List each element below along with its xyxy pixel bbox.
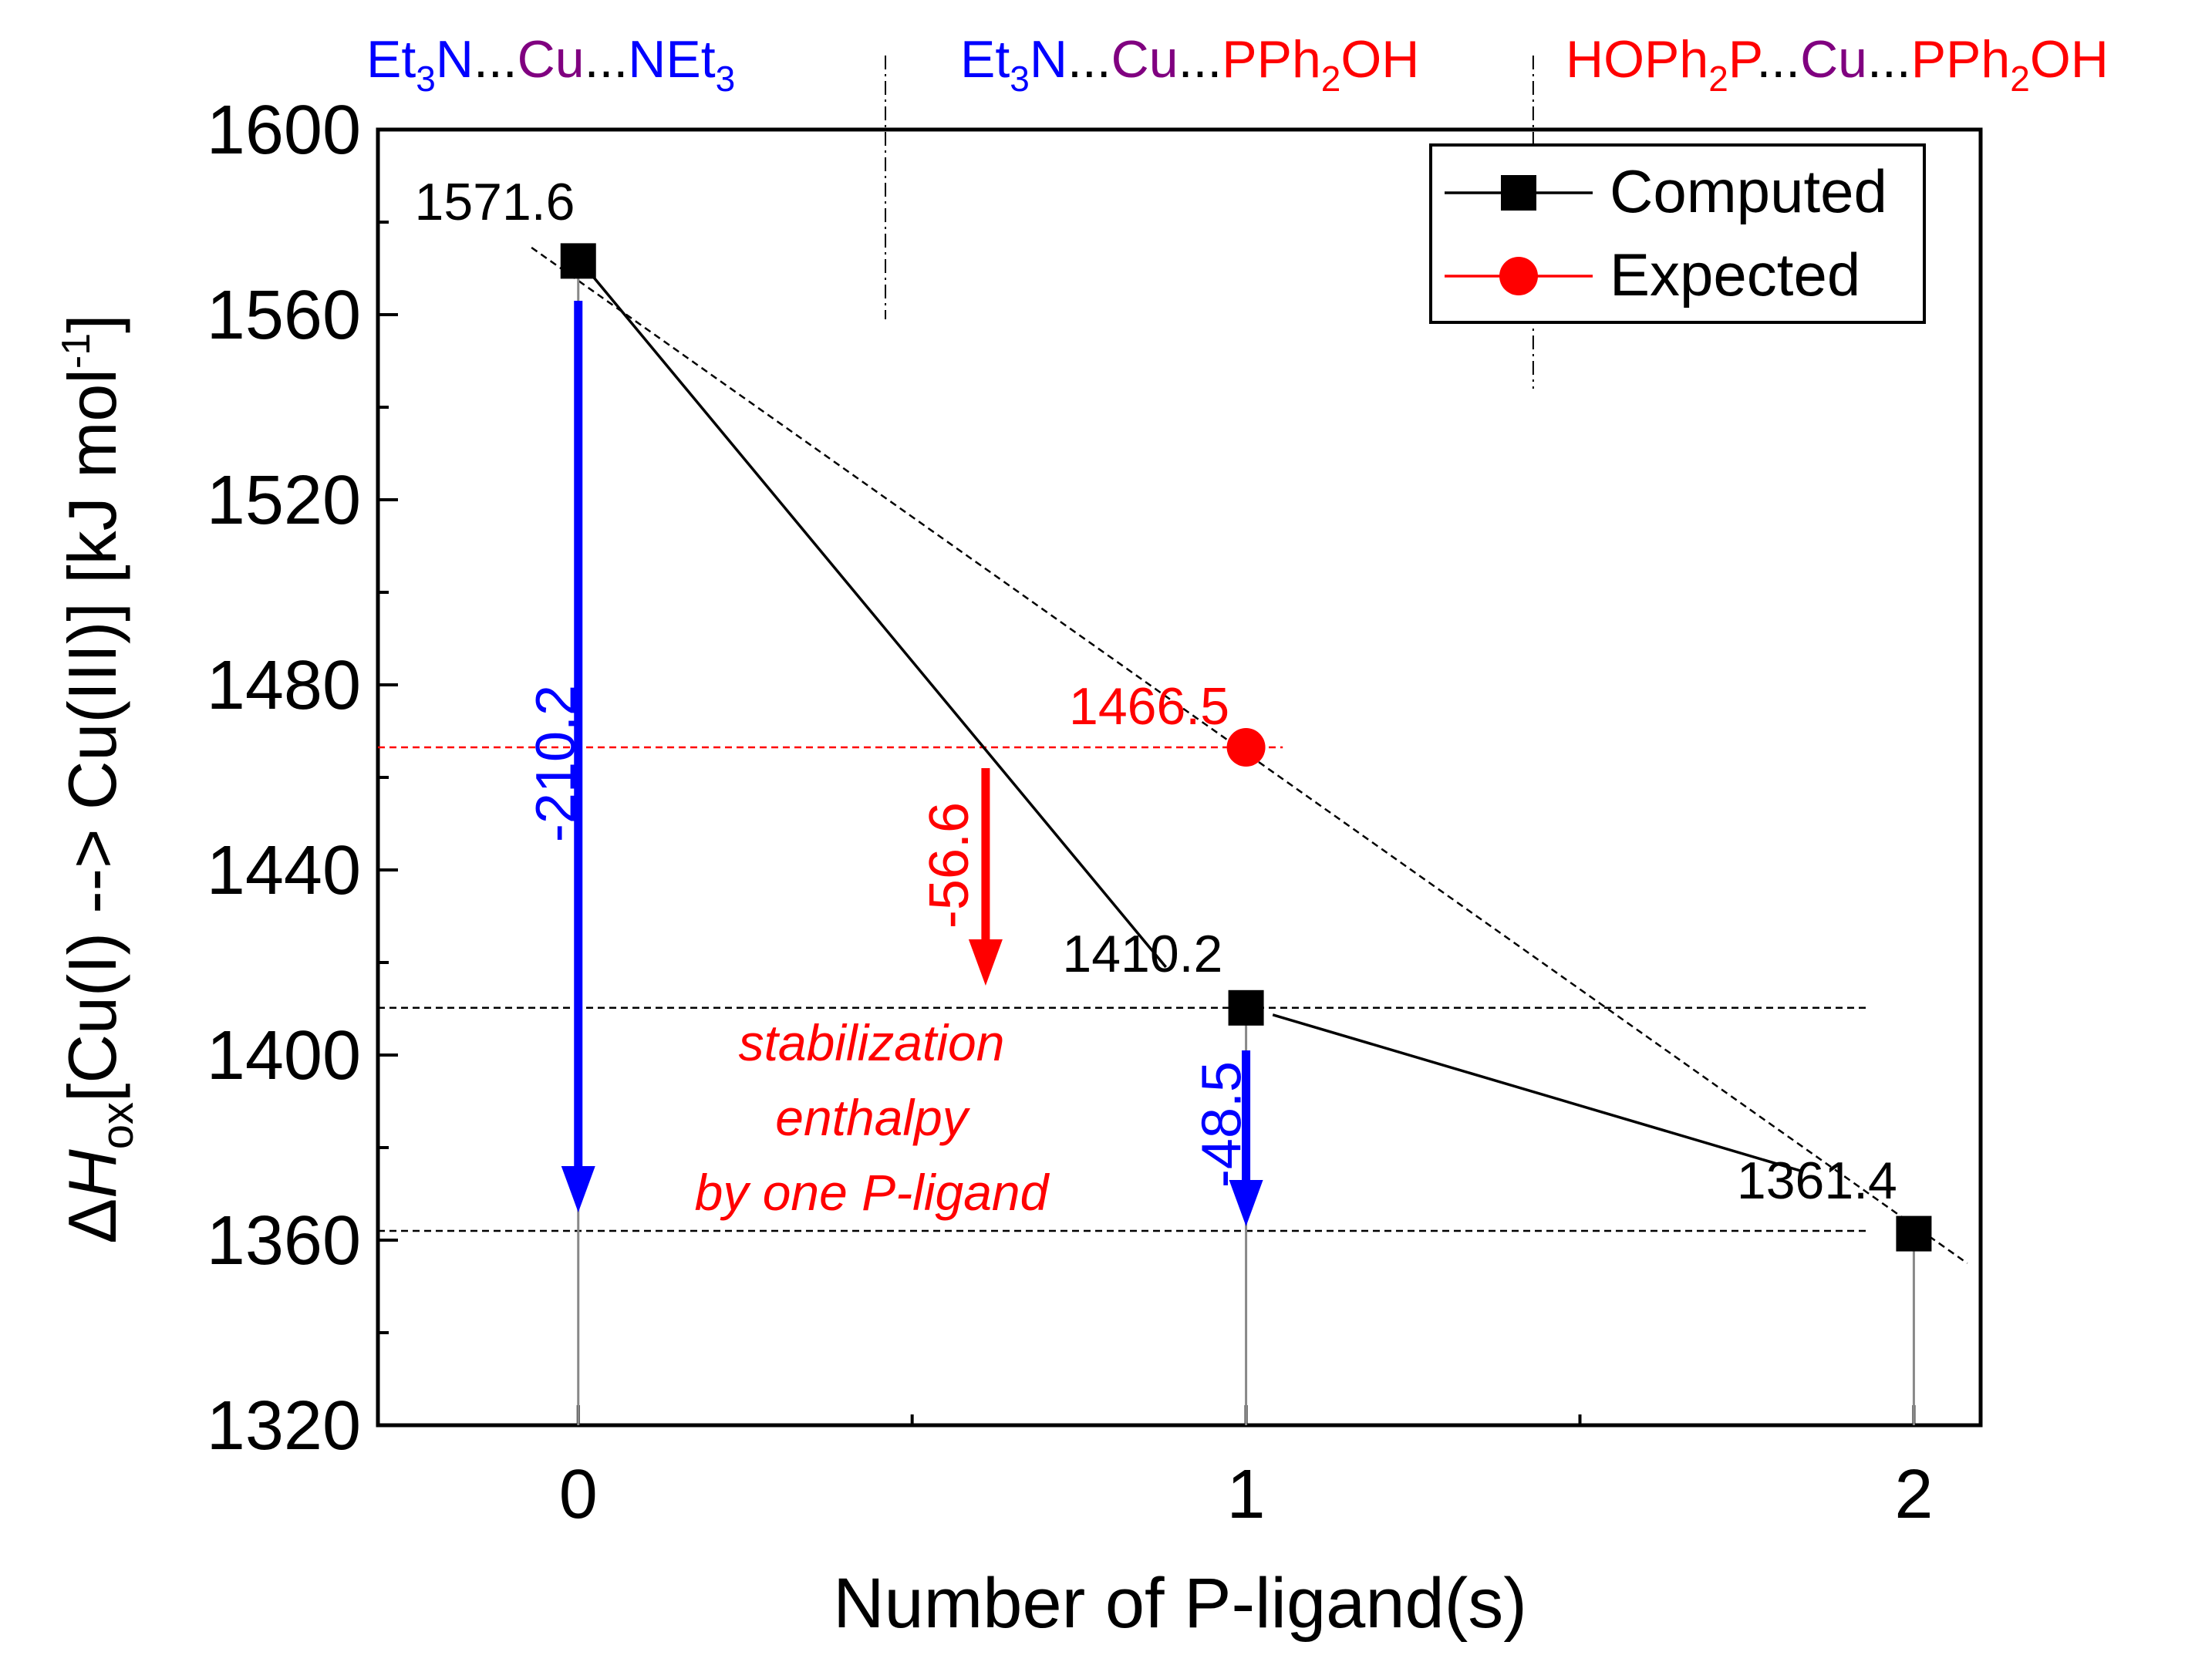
y-tick-label: 1520: [207, 462, 361, 539]
section-header-part: Cu: [1800, 30, 1867, 89]
x-axis-title: Number of P-ligand(s): [833, 1564, 1527, 1643]
axes: 1320 1360 1400 1440 1480 1520 1560 1600 0 1 2: [207, 92, 1983, 1533]
y-title-superscript: -1: [54, 333, 99, 369]
y-title-h: H: [54, 1149, 130, 1198]
section-header-part: OH: [1340, 30, 1419, 89]
data-series: [560, 243, 1932, 1425]
section-header-part: P: [1728, 30, 1761, 89]
y-tick-label: 1320: [207, 1387, 361, 1465]
computed-line-segment-2: [1272, 1013, 1801, 1172]
arrow-value-label-3: -48.5: [1192, 1061, 1253, 1188]
section-header-part: ...: [474, 30, 518, 89]
reference-lines: [378, 246, 1968, 1265]
data-labels: 1571.6 1410.2 1361.4 1466.5: [415, 173, 1897, 1210]
y-tick-label: 1560: [207, 277, 361, 354]
section-header-part: NEt: [628, 30, 715, 89]
arrow-head-1: [561, 1166, 595, 1212]
y-tick-label: 1600: [207, 92, 361, 169]
y-title-close: ]: [54, 314, 130, 332]
y-axis-title: ΔHox[Cu(I) --> Cu(III)] [kJ mol-1]: [54, 314, 143, 1243]
section-header-part: PPh: [1911, 30, 2011, 89]
section-header-part: 2: [1708, 59, 1728, 99]
section-header-part: ...: [1756, 30, 1800, 89]
arrows: -210.2 -56.6 -48.5: [525, 301, 1263, 1226]
computed-value-label: 1410.2: [1062, 925, 1222, 983]
x-tick-label: 1: [1227, 1456, 1266, 1533]
computed-value-label: 1361.4: [1737, 1151, 1897, 1210]
section-header-part: 3: [1010, 59, 1030, 99]
section-header-1: Et3N...Cu...NEt3: [366, 30, 735, 99]
section-header-part: ...: [1178, 30, 1222, 89]
section-header-part: ...: [585, 30, 629, 89]
section-header-part: Cu: [518, 30, 585, 89]
y-title-subscript: ox: [93, 1102, 143, 1149]
y-title-delta: Δ: [54, 1198, 130, 1244]
annotation-line: stabilization: [739, 1014, 1005, 1071]
legend-label-computed: Computed: [1610, 157, 1887, 225]
section-header-part: Et: [366, 30, 416, 89]
section-header-part: 3: [716, 59, 736, 99]
legend-marker-computed: [1501, 175, 1536, 211]
section-header-part: 2: [2010, 59, 2030, 99]
section-header-part: PPh: [1222, 30, 1321, 89]
annotation-line: enthalpy: [775, 1089, 971, 1146]
y-tick-label: 1440: [207, 832, 361, 909]
arrow-value-label-1: -210.2: [525, 685, 587, 842]
computed-value-label: 1571.6: [415, 173, 575, 231]
expected-point-marker: [1226, 728, 1266, 767]
arrow-head-2: [968, 939, 1003, 986]
arrow-head-3: [1229, 1180, 1263, 1226]
section-header-3: HOPh2P...Cu...PPh2OH: [1566, 30, 2109, 99]
computed-point-marker: [1896, 1215, 1932, 1252]
stabilization-annotation: stabilization enthalpy by one P-ligand: [695, 1014, 1050, 1221]
expected-value-label: 1466.5: [1069, 677, 1229, 736]
section-header-part: Et: [960, 30, 1010, 89]
section-headers: Et3N...Cu...NEt3 Et3N...Cu...PPh2OH HOPh2P…: [366, 30, 2109, 389]
section-header-part: HOPh: [1566, 30, 1708, 89]
y-tick-label: 1400: [207, 1017, 361, 1094]
annotation-line: by one P-ligand: [695, 1164, 1050, 1221]
section-header-part: N: [436, 30, 474, 89]
section-header-part: 2: [1321, 59, 1341, 99]
section-header-part: 3: [416, 59, 436, 99]
legend-marker-expected: [1499, 257, 1538, 295]
y-title-main: [Cu(I) --> Cu(III)] [kJ mol: [54, 369, 130, 1102]
computed-line-segment-1: [590, 274, 1168, 969]
x-tick-label: 2: [1894, 1456, 1933, 1533]
y-tick-label: 1360: [207, 1202, 361, 1279]
section-header-part: OH: [2030, 30, 2109, 89]
legend: Computed Expected: [1429, 143, 1926, 324]
legend-label-expected: Expected: [1610, 241, 1860, 308]
x-tick-label: 0: [559, 1456, 598, 1533]
section-header-part: Cu: [1111, 30, 1178, 89]
section-header-part: ...: [1067, 30, 1111, 89]
computed-point-marker: [1228, 989, 1264, 1026]
section-header-2: Et3N...Cu...PPh2OH: [960, 30, 1419, 99]
y-tick-label: 1480: [207, 647, 361, 724]
section-header-part: ...: [1867, 30, 1911, 89]
computed-point-marker: [560, 243, 596, 279]
section-header-part: N: [1030, 30, 1067, 89]
arrow-value-label-2: -56.6: [919, 802, 980, 929]
